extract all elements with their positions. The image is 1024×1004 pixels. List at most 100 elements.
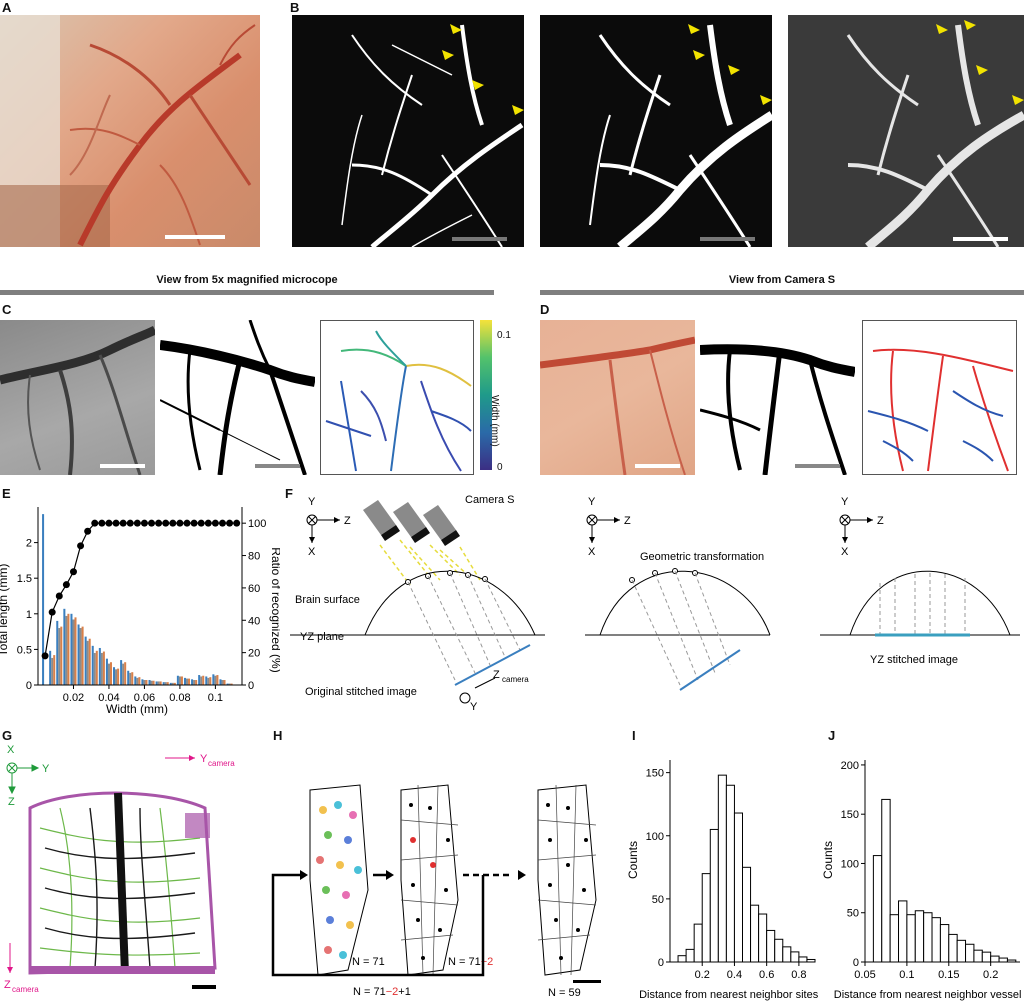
chart-e-xlabel: Width (mm) xyxy=(106,702,168,716)
scale-bar-b2 xyxy=(700,237,755,241)
projection-lines-3 xyxy=(879,573,966,635)
chart-e-ratio-point xyxy=(233,519,241,527)
chart-e-bar xyxy=(95,650,98,685)
f-axis-x-2: X xyxy=(588,546,596,558)
chart-e-ytick: 1 xyxy=(26,609,32,621)
chart-e-ratio-point xyxy=(133,519,141,527)
axes-indicator-3: Y Z X xyxy=(839,496,884,558)
chart-e-ratio-point xyxy=(218,519,226,527)
f-yz-plane: YZ plane xyxy=(300,631,344,643)
surface-points-2 xyxy=(629,568,698,583)
h-tile-3-dots xyxy=(546,803,588,960)
chart-e-bar xyxy=(53,655,56,685)
chart-e-bar xyxy=(162,682,165,685)
scale-bar-b1 xyxy=(452,237,507,241)
chart-e-bar xyxy=(148,680,151,685)
chart-e-bar xyxy=(72,619,75,685)
chart-e-y2tick: 100 xyxy=(248,518,266,530)
chart-e-bar xyxy=(56,620,59,685)
chart-e-bar xyxy=(205,676,208,685)
chart-i-bar xyxy=(766,929,776,963)
f-stitched: YZ stitched image xyxy=(870,654,958,666)
match-vessel-drawing-d xyxy=(867,348,1014,472)
chart-j-bar xyxy=(939,924,950,963)
chart-e-y2label: Ratio of recognized (%) xyxy=(269,547,280,672)
chart-i-bar xyxy=(701,873,711,963)
chart-e-bar xyxy=(152,680,155,685)
chart-e-bar xyxy=(93,652,96,685)
chart-e-bar xyxy=(169,682,172,685)
chart-e-ratio-line xyxy=(44,522,237,656)
chart-e-bar xyxy=(115,669,118,685)
chart-e-y2tick: 20 xyxy=(248,648,260,660)
chart-j-ytick: 0 xyxy=(853,957,859,969)
chart-e-ytick: 2 xyxy=(26,538,32,550)
chart-j-xlabel: Distance from nearest neighbor vessel (m… xyxy=(834,989,1024,1001)
chart-j-bar xyxy=(981,951,992,963)
chart-i-xlabel: Distance from nearest neighbor sites (mm… xyxy=(639,989,820,1001)
chart-e-bar xyxy=(200,676,203,685)
chart-e-bar xyxy=(223,680,226,685)
panel-label-a: A xyxy=(2,0,12,15)
panel-label-j: J xyxy=(828,728,836,743)
chart-e-xtick: 0.08 xyxy=(169,692,190,704)
chart-j-bar xyxy=(965,943,975,963)
camera-rays xyxy=(379,539,481,586)
chart-j-bar xyxy=(914,910,925,963)
chart-i-bar xyxy=(677,955,687,963)
chart-e-bar xyxy=(86,640,89,685)
f-axis-y-2: Y xyxy=(588,496,596,508)
chart-e-xtick: 0.02 xyxy=(63,692,84,704)
chart-e-ratio-point xyxy=(77,542,85,550)
scale-bar-c2 xyxy=(255,464,300,468)
scale-bar-b3 xyxy=(953,237,1008,241)
chart-e-bar xyxy=(207,677,210,685)
scale-bar-h xyxy=(573,980,601,983)
h-tile-3-voronoi xyxy=(537,784,597,976)
g-axis-z: Z xyxy=(8,796,15,808)
binary-map-d xyxy=(700,320,855,475)
panel-label-d: D xyxy=(540,302,550,317)
chart-e-bar xyxy=(84,636,87,685)
chart-e-ratio-point xyxy=(69,568,77,576)
panel-label-h: H xyxy=(273,728,283,743)
chart-j-ytick: 150 xyxy=(841,809,859,821)
chart-e-bar xyxy=(109,662,112,685)
chart-e-bar xyxy=(70,613,73,685)
chart-e-bar xyxy=(98,647,101,685)
chart-j-ytick: 200 xyxy=(841,760,859,772)
chart-e-ratio-point xyxy=(169,519,177,527)
chart-e-ratio-point xyxy=(119,519,127,527)
chart-j-bar xyxy=(923,912,933,963)
chart-e-xtick: 0.1 xyxy=(208,692,223,704)
chart-e-bar xyxy=(124,662,127,685)
chart-e-bar xyxy=(67,613,70,685)
chart-e-bar xyxy=(138,677,141,685)
chart-e-ratio-point xyxy=(176,519,184,527)
chart-j-xtick: 0.05 xyxy=(854,969,875,981)
chart-i-xtick: 0.6 xyxy=(759,969,774,981)
header-camera: View from Camera S xyxy=(728,274,836,286)
chart-e-xtick: 0.06 xyxy=(134,692,155,704)
h-n2: N = 71−2 xyxy=(448,956,493,968)
chart-e-ratio-point xyxy=(105,519,113,527)
chart-i: 0 50 100 150 0.2 0.4 0.6 0.8 Counts Distance fr… xyxy=(626,760,820,1001)
chart-e-ratio-point xyxy=(48,608,56,616)
chart-e-bar xyxy=(150,680,153,685)
chart-j-xtick: 0.15 xyxy=(938,969,959,981)
chart-j-ytick: 50 xyxy=(847,908,859,920)
brain-arc-3 xyxy=(849,570,1011,636)
chart-i-bar xyxy=(774,938,784,963)
binary-map-c xyxy=(160,320,315,475)
g-axis-x: X xyxy=(7,744,15,756)
chart-e-bar xyxy=(136,677,139,685)
f-axis-y-3: Y xyxy=(841,496,849,508)
chart-j-bar xyxy=(898,900,908,963)
brain-arc-2 xyxy=(599,570,771,636)
axes-indicator-2: Y Z X xyxy=(586,496,631,558)
chart-e-bar xyxy=(51,657,54,685)
chart-j-ytick: 100 xyxy=(841,858,859,870)
scale-bar-c xyxy=(100,464,145,468)
f-camera-label: Camera S xyxy=(465,494,515,506)
vessel-map-b1 xyxy=(292,15,524,247)
